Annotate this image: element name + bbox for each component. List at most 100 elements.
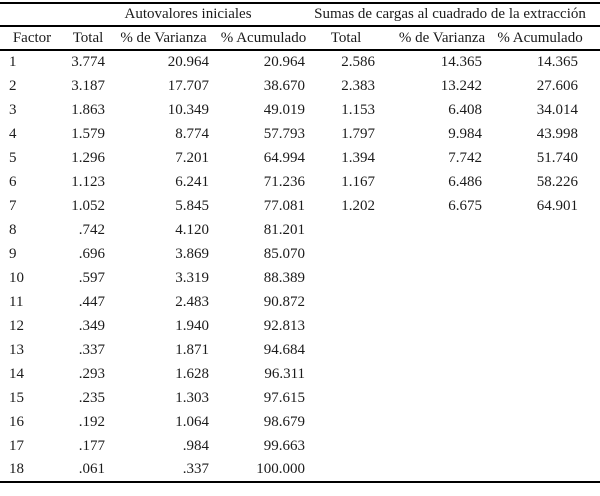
varianza-extraccion-cell — [380, 386, 490, 410]
column-header-acumulado-inicial: % Acumulado — [220, 29, 307, 46]
table-row: 10 .597 3.319 88.389 — [0, 266, 600, 290]
varianza-inicial-cell: 6.241 — [175, 173, 209, 190]
total-inicial-cell: 1.296 — [71, 149, 105, 166]
acumulado-extraccion-cell: 43.998 — [536, 125, 579, 142]
total-variance-explained-table: Autovalores iniciales Sumas de cargas al… — [0, 2, 600, 483]
factor-cell: 10 — [9, 269, 24, 286]
acumulado-extraccion-cell: 58.226 — [536, 173, 579, 190]
varianza-extraccion-cell — [380, 290, 490, 314]
acumulado-inicial-cell: 64.994 — [263, 149, 306, 166]
group-header-extraccion: Sumas de cargas al cuadrado de la extrac… — [314, 6, 586, 22]
varianza-extraccion-cell — [380, 218, 490, 242]
acumulado-inicial-cell: 99.663 — [263, 437, 306, 454]
varianza-inicial-cell: 5.845 — [175, 197, 209, 214]
total-inicial-cell: .696 — [78, 245, 105, 262]
factor-cell: 11 — [9, 293, 24, 310]
acumulado-inicial-cell: 96.311 — [264, 365, 306, 382]
factor-cell: 3 — [9, 101, 17, 118]
acumulado-extraccion-cell — [490, 338, 600, 362]
acumulado-extraccion-cell — [490, 410, 600, 434]
acumulado-inicial-cell: 97.615 — [263, 389, 306, 406]
varianza-inicial-cell: 1.303 — [175, 389, 209, 406]
total-inicial-cell: .337 — [78, 341, 105, 358]
acumulado-extraccion-cell: 51.740 — [536, 149, 579, 166]
total-inicial-cell: .192 — [78, 413, 105, 430]
acumulado-extraccion-cell: 14.365 — [536, 54, 579, 70]
total-inicial-cell: .293 — [78, 365, 105, 382]
group-header-row: Autovalores iniciales Sumas de cargas al… — [0, 3, 600, 26]
total-inicial-cell: 3.774 — [71, 54, 105, 70]
factor-cell: 4 — [9, 125, 17, 142]
acumulado-extraccion-cell — [490, 386, 600, 410]
varianza-inicial-cell: .337 — [182, 461, 209, 477]
total-inicial-cell: .597 — [78, 269, 105, 286]
table-row: 3 1.863 10.349 49.019 1.153 6.408 34.014 — [0, 98, 600, 122]
column-header-acumulado-extraccion: % Acumulado — [497, 29, 583, 46]
total-extraccion-cell — [312, 458, 380, 482]
column-header-varianza-inicial: % de Varianza — [120, 29, 207, 46]
varianza-extraccion-cell: 7.742 — [448, 149, 483, 166]
varianza-extraccion-cell: 6.408 — [448, 101, 483, 118]
acumulado-extraccion-cell — [490, 362, 600, 386]
varianza-extraccion-cell — [380, 338, 490, 362]
total-extraccion-cell — [312, 338, 380, 362]
varianza-inicial-cell: 8.774 — [175, 125, 209, 142]
factor-cell: 12 — [9, 317, 24, 334]
factor-cell: 14 — [9, 365, 24, 382]
factor-cell: 5 — [9, 149, 17, 166]
table-row: 7 1.052 5.845 77.081 1.202 6.675 64.901 — [0, 194, 600, 218]
varianza-inicial-cell: 10.349 — [167, 101, 209, 118]
factor-cell: 6 — [9, 173, 17, 190]
varianza-extraccion-cell — [380, 266, 490, 290]
factor-cell: 8 — [9, 221, 17, 238]
acumulado-inicial-cell: 94.684 — [263, 341, 306, 358]
table-row: 15 .235 1.303 97.615 — [0, 386, 600, 410]
factor-cell: 2 — [9, 77, 17, 94]
acumulado-inicial-cell: 90.872 — [263, 293, 306, 310]
varianza-extraccion-cell: 6.486 — [448, 173, 483, 190]
table-row: 16 .192 1.064 98.679 — [0, 410, 600, 434]
total-inicial-cell: .742 — [78, 221, 105, 238]
total-extraccion-cell: 1.797 — [341, 125, 376, 142]
acumulado-extraccion-cell — [490, 314, 600, 338]
varianza-extraccion-cell: 9.984 — [448, 125, 483, 142]
total-extraccion-cell: 1.153 — [341, 101, 376, 118]
column-header-factor: Factor — [12, 29, 52, 46]
table-row: 13 .337 1.871 94.684 — [0, 338, 600, 362]
acumulado-inicial-cell: 81.201 — [263, 221, 306, 238]
total-inicial-cell: 1.052 — [71, 197, 105, 214]
total-inicial-cell: 3.187 — [71, 77, 105, 94]
total-inicial-cell: .447 — [78, 293, 105, 310]
varianza-inicial-cell: 3.319 — [175, 269, 209, 286]
total-extraccion-cell: 1.202 — [341, 197, 376, 214]
total-inicial-cell: .061 — [78, 461, 105, 477]
varianza-inicial-cell: 7.201 — [175, 149, 209, 166]
acumulado-inicial-cell: 100.000 — [256, 461, 306, 477]
varianza-extraccion-cell: 13.242 — [440, 77, 483, 94]
column-header-varianza-extraccion: % de Varianza — [398, 29, 486, 46]
total-extraccion-cell — [312, 266, 380, 290]
acumulado-inicial-cell: 92.813 — [263, 317, 306, 334]
table-row: 12 .349 1.940 92.813 — [0, 314, 600, 338]
varianza-inicial-cell: .984 — [182, 437, 209, 454]
varianza-inicial-cell: 1.940 — [175, 317, 209, 334]
table-row: 8 .742 4.120 81.201 — [0, 218, 600, 242]
varianza-extraccion-cell: 14.365 — [440, 54, 483, 70]
acumulado-inicial-cell: 57.793 — [263, 125, 306, 142]
factor-cell: 9 — [9, 245, 17, 262]
varianza-inicial-cell: 1.064 — [175, 413, 209, 430]
acumulado-inicial-cell: 20.964 — [263, 54, 306, 70]
varianza-extraccion-cell — [380, 410, 490, 434]
varianza-inicial-cell: 17.707 — [167, 77, 209, 94]
table-body: 1 3.774 20.964 20.964 2.586 14.365 14.36… — [0, 50, 600, 482]
total-inicial-cell: 1.123 — [71, 173, 105, 190]
table-row: 14 .293 1.628 96.311 — [0, 362, 600, 386]
total-extraccion-cell — [312, 218, 380, 242]
group-header-empty — [0, 3, 64, 26]
total-extraccion-cell — [312, 242, 380, 266]
total-extraccion-cell: 1.167 — [341, 173, 376, 190]
column-header-row: Factor Total % de Varianza % Acumulado T… — [0, 26, 600, 50]
table-row: 5 1.296 7.201 64.994 1.394 7.742 51.740 — [0, 146, 600, 170]
factor-cell: 16 — [9, 413, 24, 430]
total-inicial-cell: .349 — [78, 317, 105, 334]
